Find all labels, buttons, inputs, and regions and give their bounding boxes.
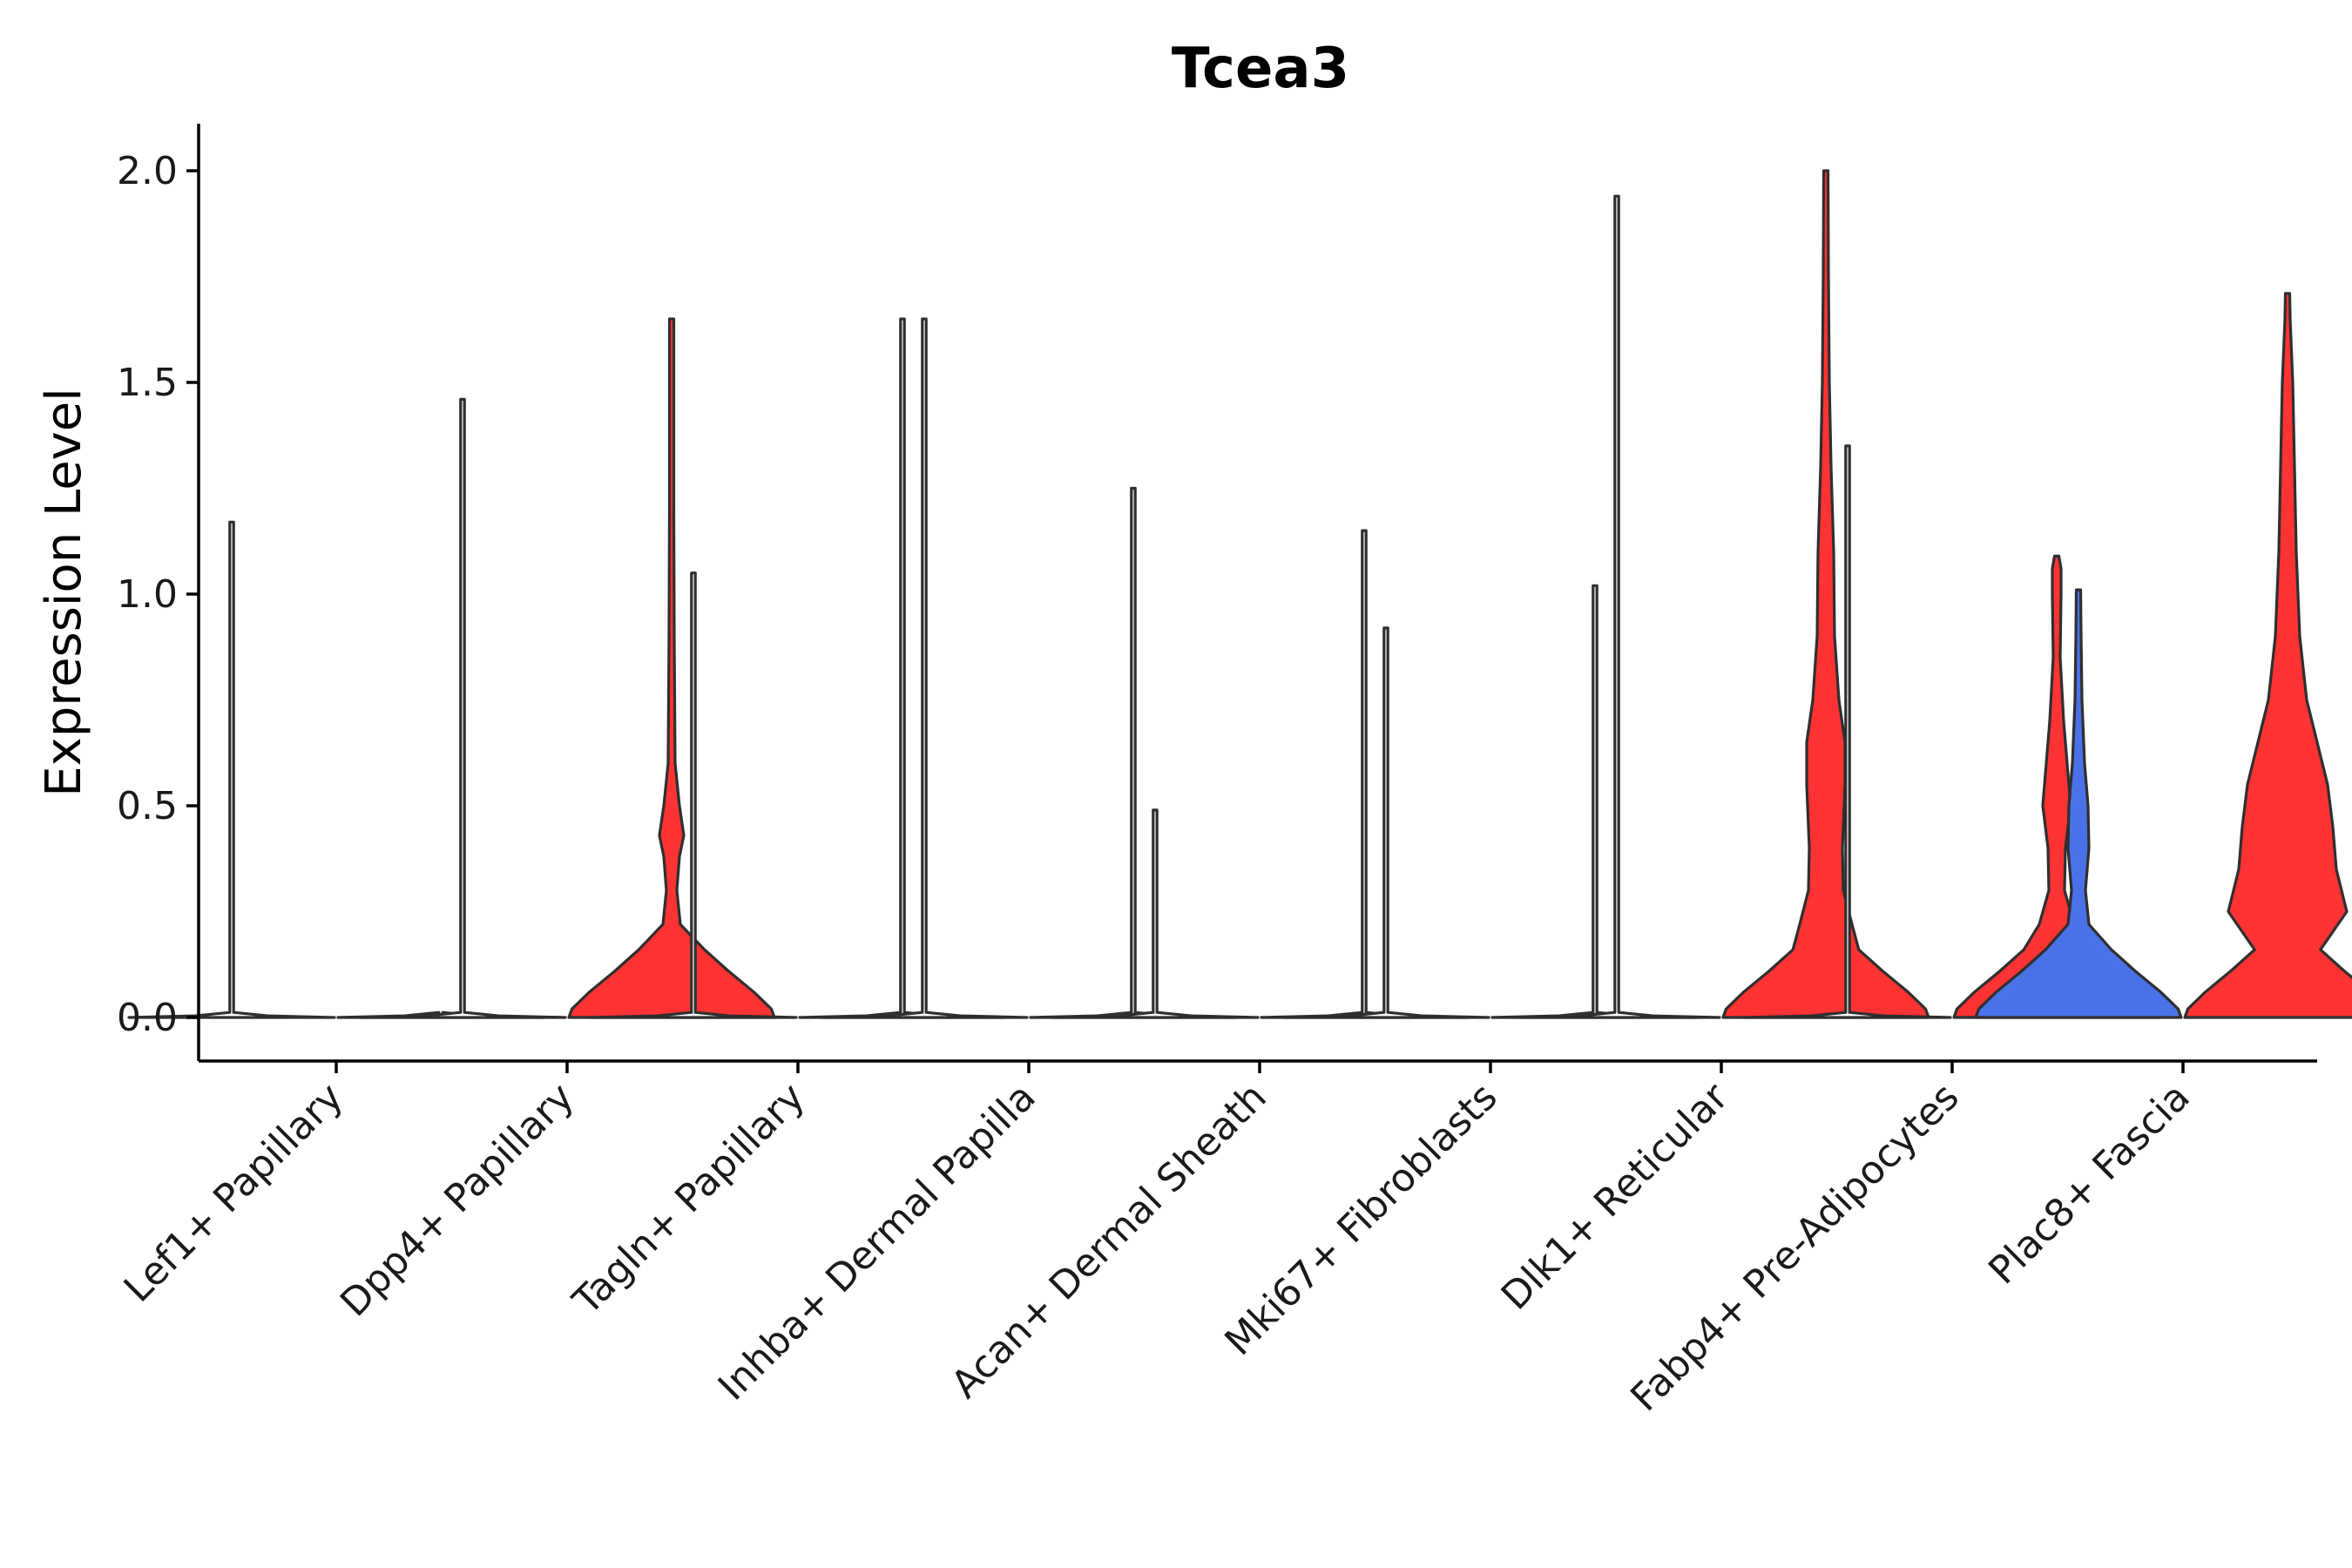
x-tick-label: Dlk1+ Reticular	[1493, 1074, 1738, 1319]
y-tick-label: 0.5	[117, 784, 178, 828]
violin-group_b	[1260, 529, 1469, 1019]
y-tick-label: 2.0	[117, 149, 178, 193]
violin-group_b	[567, 317, 776, 1019]
violin-group_b	[2183, 292, 2352, 1019]
violin-group_b	[1029, 486, 1238, 1019]
violin-group_a	[358, 397, 567, 1019]
violin-group_b	[1490, 584, 1700, 1019]
violin-group_b	[1721, 169, 1930, 1019]
x-tick-label: Lef1+ Papillary	[116, 1075, 352, 1311]
y-tick-label: 0.0	[117, 996, 178, 1040]
violins	[127, 169, 2352, 1019]
violin-group_a	[1974, 588, 2183, 1019]
violin-group_a	[820, 317, 1029, 1019]
violin-group_a	[1051, 808, 1260, 1019]
y-tick-label: 1.0	[117, 572, 178, 617]
x-tick-label: Plac8+ Fascia	[1980, 1075, 2199, 1294]
y-axis: 0.0 0.5 1.0 1.5 2.0	[117, 124, 200, 1061]
violin-group_a	[1743, 444, 1952, 1019]
chart-title: Tcea3	[1172, 37, 1349, 101]
violin-group_b	[798, 317, 1007, 1019]
violin-group_a	[589, 571, 798, 1019]
y-tick-label: 1.5	[117, 361, 178, 405]
violin-group_a	[127, 520, 336, 1019]
violin-group_a	[1281, 626, 1490, 1019]
violin-group_a	[1512, 194, 1721, 1019]
x-tick-label: Tagln+ Papillary	[564, 1075, 814, 1324]
y-axis-title: Expression Level	[36, 388, 92, 797]
x-tick-label: Dpp4+ Papillary	[332, 1075, 583, 1326]
